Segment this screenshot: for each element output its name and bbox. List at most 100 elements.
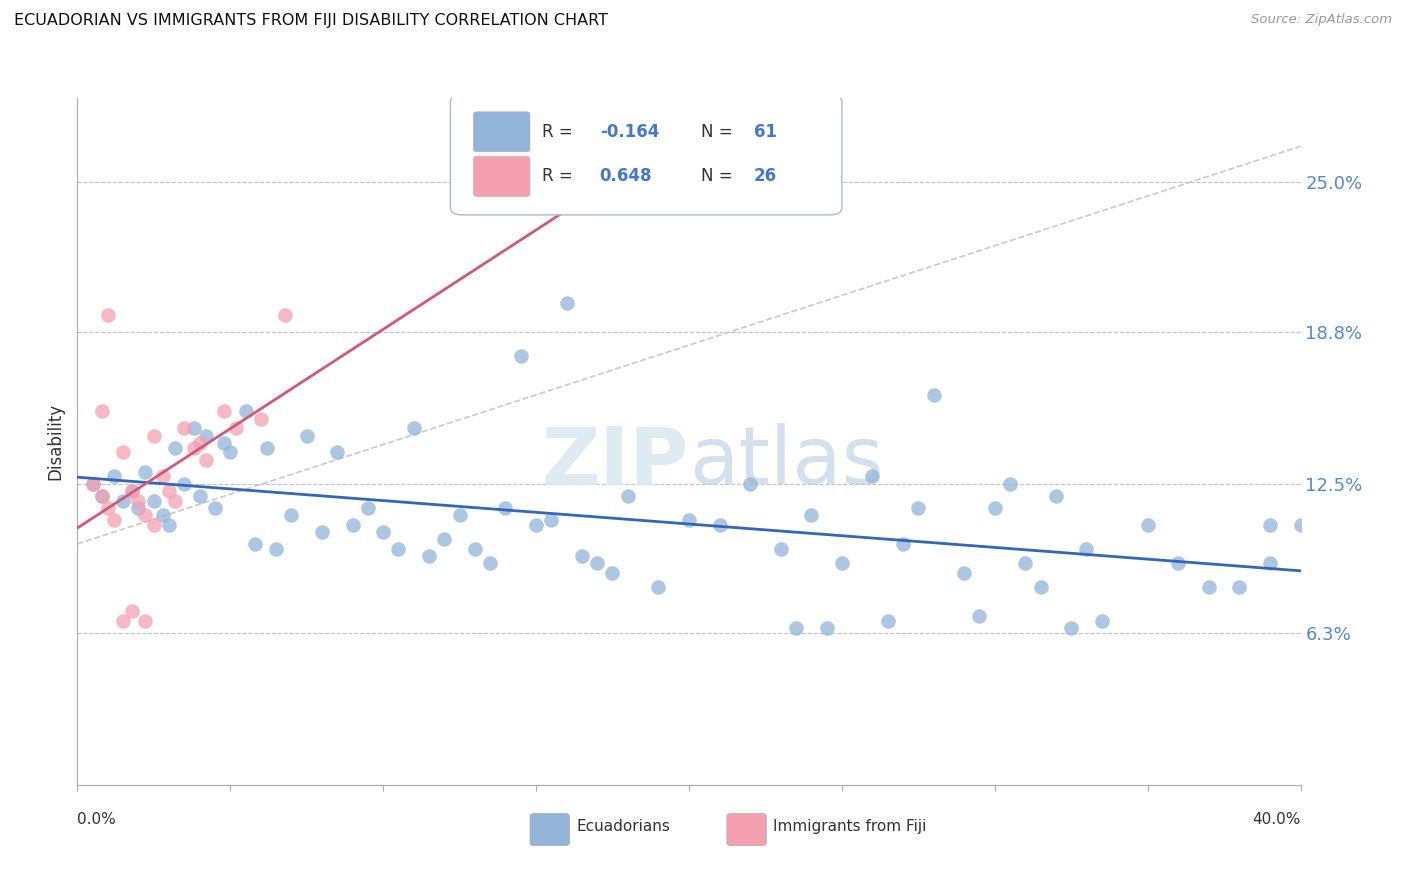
Y-axis label: Disability: Disability [46,403,65,480]
Point [243,537,266,551]
Point [464,541,486,556]
Point [128,493,150,508]
Text: 40.0%: 40.0% [1253,812,1301,827]
Point [121,483,143,498]
FancyBboxPatch shape [474,156,530,196]
Text: N =: N = [702,123,738,141]
Point [82,476,104,491]
Point [97,500,120,515]
Point [617,489,640,503]
Point [212,435,235,450]
Point [295,428,318,442]
Point [540,513,562,527]
Text: R =: R = [543,168,578,186]
Point [112,614,135,628]
Point [740,476,762,491]
Point [1076,541,1098,556]
Point [907,500,929,515]
Point [204,500,226,515]
Point [998,476,1021,491]
Point [225,421,247,435]
Point [433,532,456,546]
Point [709,517,731,532]
Text: 0.648: 0.648 [599,168,652,186]
Point [142,517,165,532]
Point [142,428,165,442]
Point [90,489,112,503]
Point [524,517,547,532]
Point [800,508,823,522]
Point [212,404,235,418]
Text: Immigrants from Fiji: Immigrants from Fiji [773,820,927,834]
Point [103,513,125,527]
Point [121,604,143,618]
Point [371,524,394,539]
Point [165,441,187,455]
Point [134,614,156,628]
Point [1136,517,1159,532]
Point [157,483,180,498]
Text: -0.164: -0.164 [599,123,659,141]
Point [235,404,257,418]
Point [264,541,287,556]
Point [183,441,205,455]
Point [586,556,609,570]
Point [97,308,120,322]
Point [571,549,593,563]
Point [134,465,156,479]
Point [418,549,440,563]
Point [922,387,945,401]
Point [831,556,853,570]
Text: N =: N = [702,168,738,186]
Point [326,445,349,459]
Point [219,445,242,459]
Point [194,428,217,442]
Text: Ecuadorians: Ecuadorians [576,820,671,834]
Point [1258,517,1281,532]
Point [128,500,150,515]
Point [479,556,502,570]
Point [891,537,914,551]
Point [311,524,333,539]
Text: ZIP: ZIP [541,423,689,501]
Point [165,493,187,508]
Point [357,500,380,515]
Point [969,609,991,624]
Point [280,508,302,522]
Text: ECUADORIAN VS IMMIGRANTS FROM FIJI DISABILITY CORRELATION CHART: ECUADORIAN VS IMMIGRANTS FROM FIJI DISAB… [14,13,607,29]
Point [256,441,278,455]
Point [142,493,165,508]
Point [1229,580,1251,594]
Point [1014,556,1036,570]
Point [1258,556,1281,570]
Point [173,476,195,491]
Point [82,476,104,491]
Point [876,614,898,628]
Point [555,296,578,310]
Point [152,508,174,522]
Point [188,489,211,503]
Text: atlas: atlas [689,423,883,501]
Point [274,308,297,322]
Point [495,500,517,515]
Text: R =: R = [543,123,578,141]
Point [953,566,976,580]
Point [1060,621,1083,635]
Point [90,404,112,418]
Point [250,411,273,425]
FancyBboxPatch shape [474,112,530,152]
Point [1289,517,1312,532]
Point [90,489,112,503]
Text: 0.0%: 0.0% [77,812,117,827]
Point [984,500,1007,515]
FancyBboxPatch shape [450,95,842,215]
Point [602,566,624,580]
Point [194,452,217,467]
Point [402,421,425,435]
Text: 61: 61 [754,123,776,141]
Point [112,493,135,508]
Text: 26: 26 [754,168,778,186]
Point [1198,580,1220,594]
Point [121,483,143,498]
Point [134,508,156,522]
